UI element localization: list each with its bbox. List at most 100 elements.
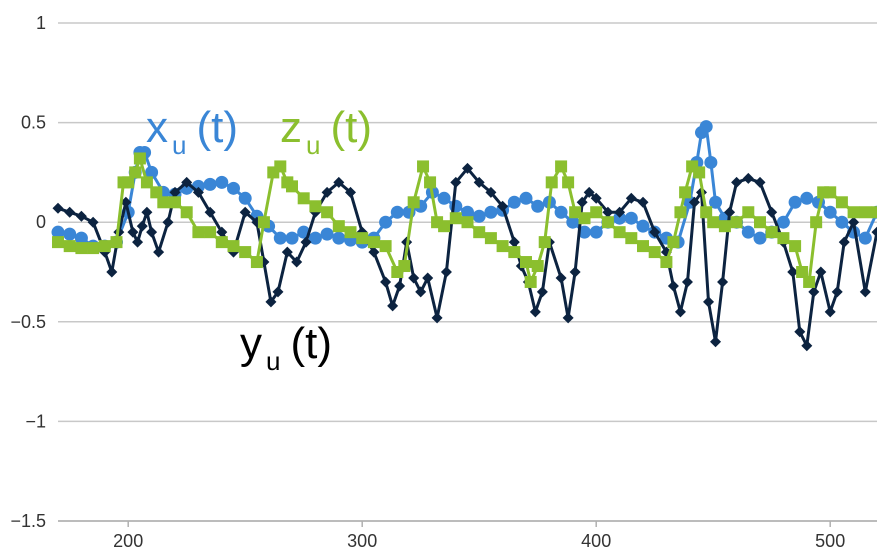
data-point — [824, 306, 836, 318]
data-point — [796, 266, 809, 278]
data-point — [74, 231, 88, 245]
x-tick-label: 400 — [581, 531, 611, 551]
data-point — [838, 236, 850, 248]
data-point — [136, 220, 148, 232]
data-point — [87, 242, 100, 255]
data-point — [274, 160, 287, 173]
data-point — [239, 206, 251, 218]
y-tick-label: −1 — [25, 411, 46, 431]
data-point — [707, 216, 720, 229]
data-point — [157, 196, 170, 209]
data-point — [344, 226, 357, 239]
data-point — [52, 236, 64, 249]
data-point — [64, 206, 76, 218]
data-point — [192, 186, 204, 198]
data-point — [742, 206, 755, 219]
data-point — [835, 215, 849, 229]
data-point — [536, 286, 548, 298]
data-point — [250, 256, 263, 269]
data-point — [766, 206, 778, 218]
data-point — [153, 246, 165, 258]
data-point — [625, 192, 637, 204]
data-point — [724, 206, 736, 218]
x-tick-label: 200 — [113, 531, 143, 551]
y-tick-label: −1.5 — [10, 511, 46, 531]
data-point — [215, 175, 229, 189]
data-point — [569, 266, 581, 278]
data-point — [545, 176, 558, 189]
data-point — [742, 172, 754, 184]
data-point — [681, 276, 693, 288]
data-point — [583, 186, 595, 198]
data-point — [106, 266, 118, 278]
data-point — [273, 231, 287, 245]
data-point — [422, 272, 434, 284]
data-point — [667, 236, 680, 249]
data-point — [145, 165, 159, 179]
series-label-tail: (t) — [330, 103, 372, 152]
grid-layer — [58, 22, 877, 527]
data-point — [332, 220, 345, 233]
data-point — [674, 206, 687, 219]
data-point — [424, 176, 437, 189]
data-point — [63, 227, 77, 241]
data-point — [824, 186, 837, 199]
data-point — [789, 240, 802, 253]
data-point — [531, 260, 544, 273]
data-point — [450, 176, 462, 188]
data-point — [637, 196, 649, 208]
data-point — [239, 246, 252, 259]
data-point — [380, 276, 392, 288]
data-point — [122, 176, 135, 189]
data-point — [368, 246, 380, 258]
data-point — [788, 195, 802, 209]
data-point — [613, 226, 626, 239]
y-tick-label: −0.5 — [10, 312, 46, 332]
data-point — [309, 200, 322, 213]
data-point — [132, 236, 144, 248]
data-point — [415, 286, 427, 298]
data-point — [576, 196, 588, 208]
data-point — [321, 206, 334, 219]
data-point — [601, 216, 614, 229]
data-point — [859, 206, 872, 219]
data-point — [461, 216, 474, 229]
data-point — [390, 205, 404, 219]
data-point — [216, 226, 228, 238]
data-point — [150, 186, 163, 199]
data-point — [472, 209, 486, 223]
data-point — [98, 240, 111, 253]
data-point — [674, 306, 686, 318]
data-point — [485, 186, 497, 198]
data-point — [169, 186, 181, 198]
data-point — [508, 236, 520, 248]
data-point — [440, 266, 452, 278]
data-point — [281, 246, 293, 258]
data-point — [803, 275, 816, 288]
data-point — [332, 231, 346, 245]
data-point — [140, 176, 153, 189]
data-point — [871, 206, 877, 219]
data-point — [227, 240, 240, 253]
data-point — [810, 216, 823, 229]
series-label-tail: (t) — [196, 103, 238, 152]
data-point — [141, 206, 153, 218]
data-point — [87, 216, 99, 228]
data-point — [484, 205, 498, 219]
data-point — [794, 326, 806, 338]
data-point — [215, 236, 228, 249]
series-label-sub: u — [266, 346, 280, 376]
data-point — [578, 212, 591, 225]
data-point — [808, 286, 820, 298]
data-point — [408, 272, 420, 284]
data-point — [815, 266, 827, 278]
data-point — [730, 216, 743, 229]
data-point — [555, 160, 568, 173]
data-point — [699, 120, 713, 134]
data-point — [257, 216, 270, 229]
tick-layer: 1 0.5 0 −0.5 −1 −1.5 200 300 400 500 — [10, 13, 845, 551]
data-point — [524, 275, 537, 288]
data-point — [831, 286, 843, 298]
